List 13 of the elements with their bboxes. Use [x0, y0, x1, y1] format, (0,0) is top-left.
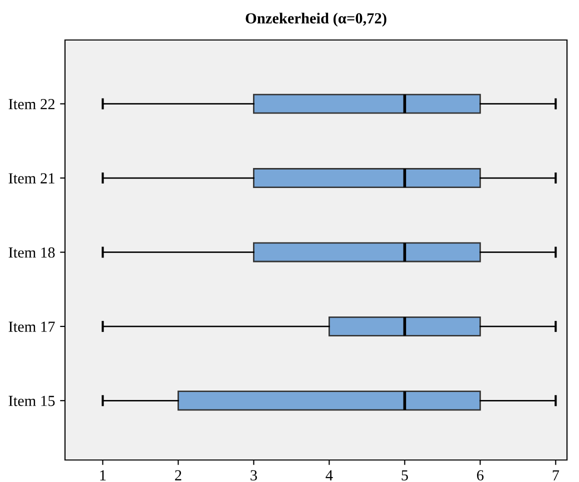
x-tick-label: 5: [402, 470, 408, 480]
x-tick-label: 3: [250, 470, 257, 480]
x-tick-label: 4: [326, 470, 333, 480]
y-tick-label: Item 15: [8, 396, 55, 406]
x-tick-label: 6: [477, 470, 484, 480]
x-tick-label: 7: [552, 470, 560, 480]
y-tick-label: Item 22: [8, 99, 54, 110]
x-tick-label: 2: [175, 470, 182, 480]
y-tick-label: Item 18: [8, 247, 55, 258]
chart-title: Onzekerheid (α=0,72): [246, 12, 386, 27]
x-tick-label: 1: [100, 470, 106, 480]
y-tick-label: Item 21: [8, 173, 54, 184]
y-tick-label: Item 17: [8, 322, 55, 332]
